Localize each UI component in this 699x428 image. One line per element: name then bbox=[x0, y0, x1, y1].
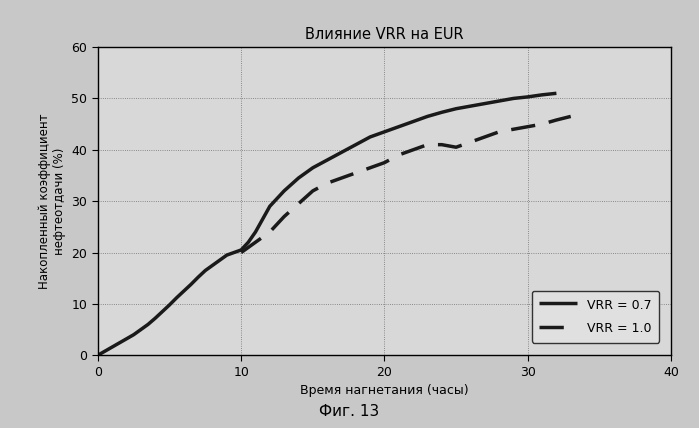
VRR = 0.7 bbox=[294, 175, 303, 181]
VRR = 0.7 bbox=[194, 275, 203, 280]
VRR = 0.7 bbox=[380, 129, 389, 134]
VRR = 1.0 bbox=[394, 152, 403, 158]
VRR = 1.0 bbox=[567, 114, 575, 119]
VRR = 1.0 bbox=[323, 181, 331, 186]
VRR = 0.7 bbox=[323, 158, 331, 163]
VRR = 1.0 bbox=[294, 201, 303, 206]
Title: Влияние VRR на EUR: Влияние VRR на EUR bbox=[305, 27, 463, 42]
VRR = 0.7 bbox=[337, 150, 345, 155]
VRR = 1.0 bbox=[495, 129, 503, 134]
VRR = 1.0 bbox=[380, 160, 389, 165]
VRR = 0.7 bbox=[151, 316, 159, 321]
VRR = 0.7 bbox=[144, 322, 152, 327]
VRR = 1.0 bbox=[466, 140, 475, 145]
VRR = 0.7 bbox=[237, 247, 245, 253]
Line: VRR = 1.0: VRR = 1.0 bbox=[241, 116, 571, 253]
VRR = 0.7 bbox=[266, 204, 274, 209]
VRR = 0.7 bbox=[187, 282, 195, 287]
VRR = 1.0 bbox=[352, 170, 360, 175]
VRR = 0.7 bbox=[230, 250, 238, 255]
VRR = 0.7 bbox=[495, 98, 503, 104]
VRR = 0.7 bbox=[452, 106, 461, 111]
VRR = 1.0 bbox=[481, 134, 489, 140]
VRR = 1.0 bbox=[366, 165, 375, 170]
VRR = 0.7 bbox=[215, 258, 224, 263]
VRR = 0.7 bbox=[222, 253, 231, 258]
VRR = 0.7 bbox=[466, 104, 475, 109]
VRR = 1.0 bbox=[244, 245, 252, 250]
VRR = 1.0 bbox=[337, 175, 345, 181]
VRR = 0.7 bbox=[423, 114, 431, 119]
VRR = 1.0 bbox=[552, 117, 561, 122]
VRR = 0.7 bbox=[122, 336, 131, 342]
VRR = 1.0 bbox=[438, 142, 446, 147]
VRR = 0.7 bbox=[309, 165, 317, 170]
VRR = 0.7 bbox=[108, 345, 116, 350]
VRR = 0.7 bbox=[394, 124, 403, 129]
Legend: VRR = 0.7, VRR = 1.0: VRR = 0.7, VRR = 1.0 bbox=[532, 291, 659, 343]
VRR = 0.7 bbox=[366, 134, 375, 140]
VRR = 1.0 bbox=[273, 222, 281, 227]
VRR = 1.0 bbox=[524, 124, 532, 129]
VRR = 1.0 bbox=[280, 214, 289, 219]
VRR = 0.7 bbox=[244, 240, 252, 245]
VRR = 0.7 bbox=[352, 142, 360, 147]
VRR = 1.0 bbox=[266, 229, 274, 235]
Text: Фиг. 13: Фиг. 13 bbox=[319, 404, 380, 419]
VRR = 0.7 bbox=[438, 110, 446, 115]
VRR = 1.0 bbox=[259, 235, 267, 240]
VRR = 1.0 bbox=[309, 188, 317, 193]
VRR = 0.7 bbox=[538, 92, 547, 98]
VRR = 1.0 bbox=[237, 250, 245, 255]
VRR = 0.7 bbox=[524, 94, 532, 99]
VRR = 0.7 bbox=[137, 327, 145, 332]
VRR = 1.0 bbox=[252, 240, 260, 245]
VRR = 0.7 bbox=[481, 101, 489, 106]
VRR = 0.7 bbox=[173, 295, 181, 300]
VRR = 1.0 bbox=[423, 142, 431, 147]
VRR = 0.7 bbox=[165, 302, 173, 307]
VRR = 0.7 bbox=[115, 340, 124, 345]
VRR = 0.7 bbox=[158, 309, 166, 314]
VRR = 0.7 bbox=[101, 348, 109, 354]
VRR = 1.0 bbox=[409, 147, 417, 152]
Line: VRR = 0.7: VRR = 0.7 bbox=[98, 93, 556, 355]
VRR = 0.7 bbox=[94, 353, 102, 358]
VRR = 1.0 bbox=[538, 122, 547, 127]
VRR = 0.7 bbox=[252, 229, 260, 235]
VRR = 0.7 bbox=[259, 217, 267, 222]
VRR = 0.7 bbox=[552, 91, 561, 96]
VRR = 0.7 bbox=[280, 188, 289, 193]
VRR = 0.7 bbox=[509, 96, 517, 101]
VRR = 0.7 bbox=[201, 268, 210, 273]
VRR = 0.7 bbox=[180, 288, 188, 294]
VRR = 0.7 bbox=[208, 263, 217, 268]
VRR = 1.0 bbox=[509, 127, 517, 132]
VRR = 0.7 bbox=[129, 332, 138, 337]
VRR = 0.7 bbox=[409, 119, 417, 124]
X-axis label: Время нагнетания (часы): Время нагнетания (часы) bbox=[300, 384, 469, 397]
Y-axis label: Накопленный коэффициент
нефтеотдачи (%): Накопленный коэффициент нефтеотдачи (%) bbox=[38, 113, 66, 289]
VRR = 1.0 bbox=[452, 145, 461, 150]
